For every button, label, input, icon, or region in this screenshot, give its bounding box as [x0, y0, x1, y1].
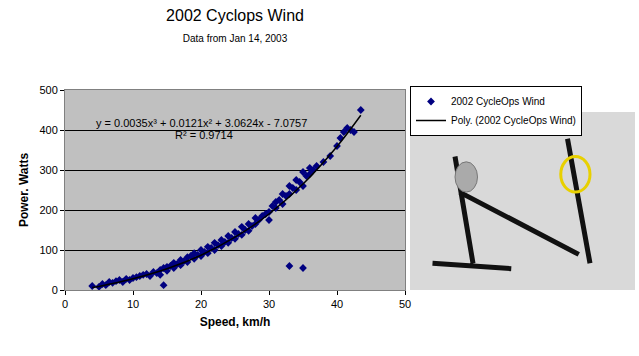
svg-text:0: 0	[62, 298, 68, 310]
svg-text:2002 CycleOps Wind: 2002 CycleOps Wind	[451, 96, 545, 107]
svg-text:100: 100	[39, 244, 57, 256]
svg-text:Poly. (2002 CycleOps Wind): Poly. (2002 CycleOps Wind)	[451, 115, 576, 126]
svg-text:20: 20	[195, 298, 207, 310]
svg-text:400: 400	[39, 124, 57, 136]
svg-text:0: 0	[52, 284, 58, 296]
svg-text:Speed, km/h: Speed, km/h	[200, 315, 271, 329]
svg-text:500: 500	[39, 84, 57, 96]
svg-text:Power. Watts: Power. Watts	[17, 153, 31, 228]
svg-text:y = 0.0035x³ + 0.0121x² + 3.06: y = 0.0035x³ + 0.0121x² + 3.0624x - 7.07…	[96, 117, 307, 129]
svg-text:200: 200	[39, 204, 57, 216]
svg-text:10: 10	[127, 298, 139, 310]
svg-text:2002 Cyclops WindData from Jan: 2002 Cyclops WindData from Jan 14, 2003	[166, 7, 304, 44]
svg-text:30: 30	[263, 298, 275, 310]
svg-text:300: 300	[39, 164, 57, 176]
svg-text:R² = 0.9714: R² = 0.9714	[175, 129, 233, 141]
svg-text:40: 40	[331, 298, 343, 310]
svg-text:50: 50	[399, 298, 411, 310]
